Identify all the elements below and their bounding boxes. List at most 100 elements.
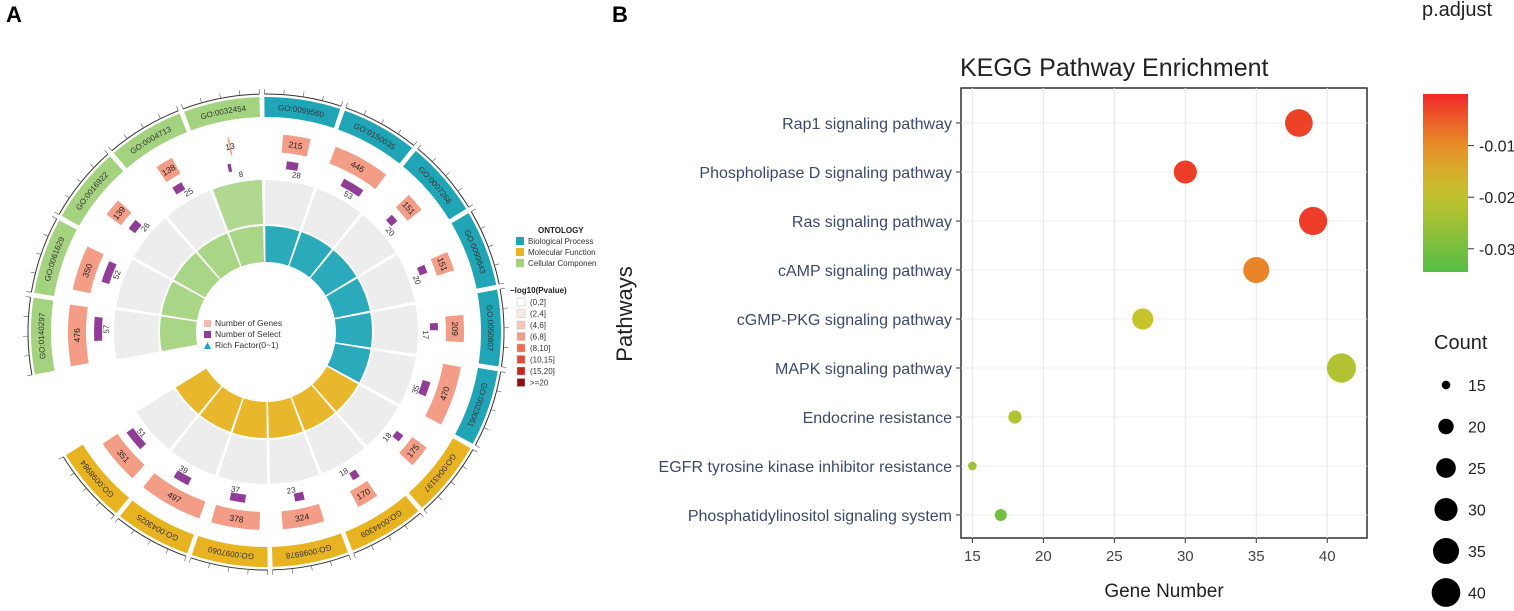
scale-tick (176, 105, 179, 111)
select-count-label: 52 (111, 269, 123, 281)
select-count-label: 18 (381, 431, 394, 444)
scale-tick (158, 114, 161, 119)
pvalue-legend-label: (2,4] (530, 310, 546, 319)
color-bar (1423, 94, 1468, 272)
pvalue-legend-label: (0,2] (530, 298, 546, 307)
scale-axis-arc (58, 153, 109, 215)
scale-axis-arc (62, 456, 115, 516)
pvalue-legend-swatch (516, 378, 526, 387)
scale-tick (147, 540, 151, 545)
data-point (1132, 308, 1154, 330)
scale-tick (26, 374, 32, 377)
y-tick-label: Rap1 signaling pathway (782, 116, 952, 133)
size-legend-title: Count (1434, 332, 1488, 354)
scale-tick (208, 563, 210, 569)
select-count-label: 23 (286, 485, 297, 496)
size-legend-label: 20 (1468, 420, 1486, 437)
inner-ontology-ring (312, 366, 359, 412)
scale-tick (76, 178, 82, 183)
panel-label-b: B (612, 2, 628, 27)
inner-ontology-ring (326, 278, 370, 318)
scale-tick (348, 554, 351, 560)
inner-ontology-ring (197, 233, 241, 279)
go-id-label-text: GO:0050807 (484, 304, 495, 352)
scale-tick (165, 548, 169, 554)
inner-ontology-ring (173, 252, 220, 298)
inner-legend-swatch (204, 331, 211, 338)
pvalue-legend-label: (10,15] (530, 356, 555, 365)
scale-tick (472, 449, 478, 453)
scale-tick (404, 525, 409, 530)
gene-count-bar (399, 437, 427, 466)
inner-ontology-ring (161, 281, 205, 321)
select-count-bar (285, 161, 299, 171)
size-legend-dot (1441, 380, 1451, 390)
select-count-label: 28 (291, 170, 302, 180)
panel-label-a: A (6, 2, 22, 27)
select-count-bar (293, 491, 305, 502)
scale-tick (199, 97, 202, 103)
size-legend-label: 35 (1468, 544, 1486, 561)
gene-count-bar (211, 504, 261, 530)
scale-tick (462, 465, 467, 470)
y-tick-label: Endocrine resistance (803, 410, 953, 427)
scale-tick (104, 150, 109, 155)
ontology-arc-segment (338, 110, 412, 164)
size-legend-label: 40 (1468, 586, 1486, 603)
inner-ontology-ring (334, 312, 372, 348)
ontology-arc-segment (264, 97, 341, 128)
gene-count-bar (425, 363, 461, 425)
scale-tick (69, 472, 75, 477)
scale-tick (345, 102, 348, 108)
pvalue-legend-label: >=20 (530, 379, 549, 388)
scale-axis-arc (353, 512, 421, 554)
select-count-bar (416, 264, 428, 276)
scale-tick (58, 456, 64, 460)
scale-tick (371, 545, 374, 550)
scale-axis-arc (190, 557, 268, 571)
ontology-legend-label: Cellular Componen (528, 259, 596, 268)
scale-tick (36, 252, 42, 255)
y-tick-label: cGMP-PKG signaling pathway (737, 312, 952, 329)
ontology-legend-swatch (516, 237, 524, 245)
inner-ontology-ring (175, 368, 222, 414)
gene-count-label: 215 (288, 139, 304, 151)
gene-count-bar (68, 304, 89, 367)
inner-ontology-ring (160, 316, 198, 352)
y-tick-label: cAMP signaling pathway (778, 263, 952, 280)
scale-tick (488, 244, 493, 247)
scale-tick (114, 518, 119, 523)
size-legend-label: 15 (1468, 378, 1486, 395)
scale-tick (496, 390, 502, 393)
size-legend-dot (1431, 578, 1461, 607)
rich-factor-background (171, 416, 230, 476)
rich-factor-background (372, 304, 418, 355)
pvalue-legend-title: −log10(Pvalue) (510, 286, 567, 295)
data-point (994, 509, 1007, 521)
scale-tick (432, 157, 436, 162)
rich-factor-background (302, 188, 361, 248)
gene-count-bar (329, 146, 387, 189)
inner-ontology-ring (310, 250, 357, 296)
scale-tick (340, 101, 343, 107)
go-id-label-text: GO:0140297 (37, 312, 48, 360)
scale-tick (475, 444, 480, 448)
scale-tick (96, 502, 100, 507)
data-point (1298, 206, 1328, 236)
scale-tick (43, 234, 49, 237)
inner-legend-label: Number of Select (215, 329, 281, 339)
scale-tick (363, 110, 367, 116)
inner-ontology-ring (267, 397, 303, 438)
gene-count-bar (281, 134, 311, 157)
pvalue-legend-swatch (516, 332, 526, 341)
scale-axis-arc (30, 218, 58, 293)
scale-tick (417, 144, 422, 149)
color-legend-title: p.adjust (1422, 0, 1492, 21)
gene-count-bar (395, 194, 422, 221)
gene-count-label: 350 (80, 262, 94, 279)
scale-tick (65, 194, 70, 199)
gene-count-bar (349, 480, 378, 508)
scale-tick (500, 371, 506, 373)
scale-tick (471, 208, 476, 212)
scale-axis-arc (345, 107, 415, 146)
